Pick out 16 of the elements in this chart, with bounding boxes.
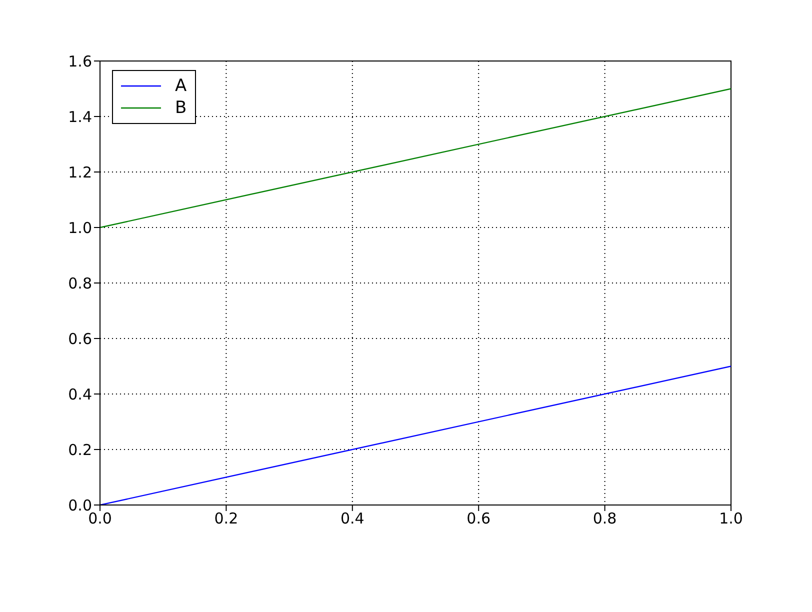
legend-label: A bbox=[175, 76, 187, 96]
x-tick-label: 1.0 bbox=[719, 510, 743, 528]
x-tick-label: 0.8 bbox=[592, 510, 617, 528]
y-tick-label: 0.2 bbox=[68, 440, 92, 459]
y-tick-label: 1.2 bbox=[68, 163, 92, 182]
y-tick-label: 0.8 bbox=[68, 274, 92, 292]
x-tick-label: 0.6 bbox=[466, 510, 491, 528]
y-tick-label: 1.0 bbox=[68, 218, 92, 237]
x-tick-label: 0.0 bbox=[88, 510, 112, 528]
x-tick-label: 0.2 bbox=[214, 510, 238, 528]
y-tick-label: 0.6 bbox=[68, 330, 92, 348]
x-tick-label: 0.4 bbox=[340, 510, 364, 528]
y-tick-label: 1.4 bbox=[68, 108, 92, 126]
y-tick-label: 0.4 bbox=[68, 385, 92, 404]
legend-label: B bbox=[175, 98, 187, 118]
y-tick-label: 1.6 bbox=[68, 52, 92, 70]
